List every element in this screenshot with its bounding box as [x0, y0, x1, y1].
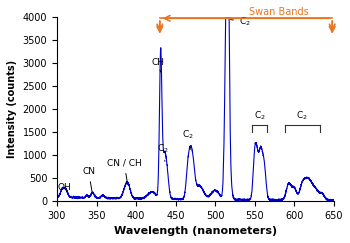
Text: CN / CH: CN / CH — [107, 159, 142, 185]
Text: CH: CH — [152, 58, 165, 72]
X-axis label: Wavelength (nanometers): Wavelength (nanometers) — [114, 226, 277, 236]
Text: C$_2$: C$_2$ — [296, 109, 308, 122]
Text: OH: OH — [57, 183, 71, 192]
Text: Swan Bands: Swan Bands — [248, 7, 308, 17]
Text: C$_2$: C$_2$ — [182, 129, 194, 149]
Text: C$_2$: C$_2$ — [254, 109, 266, 122]
Y-axis label: Intensity (counts): Intensity (counts) — [7, 60, 17, 158]
Text: C$_2$: C$_2$ — [157, 142, 169, 161]
Text: C$_2$: C$_2$ — [231, 15, 251, 28]
Text: CN: CN — [82, 167, 95, 192]
